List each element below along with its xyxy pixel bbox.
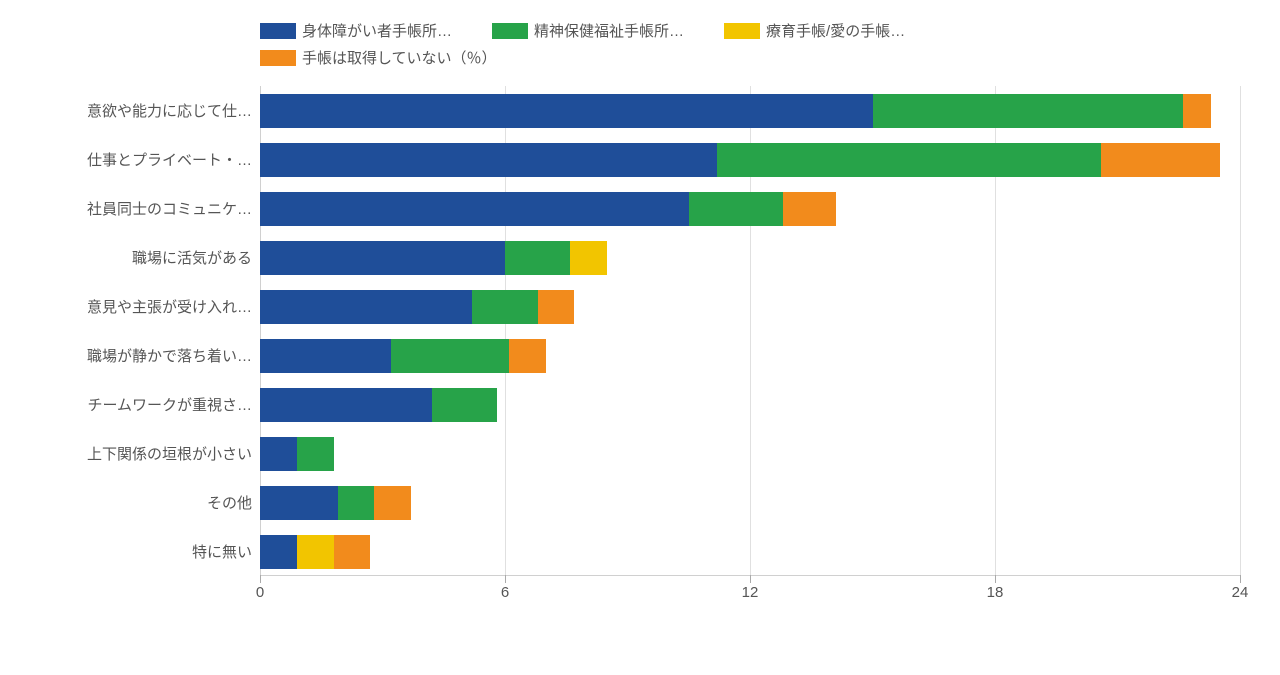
bar-segment[interactable] [689, 192, 783, 226]
bar-row [260, 135, 1240, 184]
bar-segment[interactable] [260, 437, 297, 471]
chart-container: 身体障がい者手帳所… 精神保健福祉手帳所… 療育手帳/愛の手帳… 手帳は取得していない… [20, 20, 1260, 655]
legend-item[interactable]: 手帳は取得していない（％） [260, 47, 497, 68]
legend-swatch [724, 23, 760, 39]
bar-row [260, 478, 1240, 527]
legend-swatch [492, 23, 528, 39]
plot-area [260, 86, 1240, 576]
y-tick-label: 職場が静かで落ち着い… [20, 331, 252, 380]
bar-segment[interactable] [1101, 143, 1219, 177]
bar-segment[interactable] [1183, 94, 1212, 128]
y-axis-labels: 意欲や能力に応じて仕…仕事とプライベート・…社員同士のコミュニケ…職場に活気があ… [20, 86, 252, 576]
x-axis: 06121824 [260, 576, 1240, 606]
legend-swatch [260, 50, 296, 66]
legend-item[interactable]: 身体障がい者手帳所… [260, 20, 452, 41]
bar-group [260, 192, 836, 226]
bar-row [260, 380, 1240, 429]
bar-segment[interactable] [432, 388, 497, 422]
bar-row [260, 233, 1240, 282]
bar-segment[interactable] [297, 437, 334, 471]
legend: 身体障がい者手帳所… 精神保健福祉手帳所… 療育手帳/愛の手帳… 手帳は取得していない… [260, 20, 1260, 74]
bar-segment[interactable] [260, 192, 689, 226]
bar-row [260, 86, 1240, 135]
bar-group [260, 486, 411, 520]
gridline [1240, 86, 1241, 575]
bar-row [260, 429, 1240, 478]
bar-segment[interactable] [260, 143, 717, 177]
bar-row [260, 282, 1240, 331]
bar-group [260, 388, 497, 422]
bar-segment[interactable] [260, 94, 873, 128]
bar-segment[interactable] [873, 94, 1183, 128]
bar-segment[interactable] [505, 241, 570, 275]
y-tick-label: 社員同士のコミュニケ… [20, 184, 252, 233]
bar-group [260, 437, 334, 471]
bar-group [260, 535, 370, 569]
y-tick-label: 意見や主張が受け入れ… [20, 282, 252, 331]
bar-segment[interactable] [509, 339, 546, 373]
y-tick-label: 上下関係の垣根が小さい [20, 429, 252, 478]
x-tick-label: 12 [742, 584, 759, 601]
bar-group [260, 290, 574, 324]
legend-item[interactable]: 療育手帳/愛の手帳… [724, 20, 905, 41]
bar-segment[interactable] [391, 339, 509, 373]
bar-segment[interactable] [260, 290, 472, 324]
y-tick-label: 仕事とプライベート・… [20, 135, 252, 184]
legend-label: 身体障がい者手帳所… [302, 20, 452, 41]
legend-item[interactable]: 精神保健福祉手帳所… [492, 20, 684, 41]
x-tick-label: 18 [987, 584, 1004, 601]
x-tick-label: 6 [501, 584, 509, 601]
legend-label: 療育手帳/愛の手帳… [766, 20, 905, 41]
bar-group [260, 143, 1220, 177]
bar-segment[interactable] [783, 192, 836, 226]
bar-segment[interactable] [472, 290, 537, 324]
bar-row [260, 184, 1240, 233]
y-tick-label: 職場に活気がある [20, 233, 252, 282]
legend-label: 手帳は取得していない（％） [302, 47, 497, 68]
bar-segment[interactable] [260, 241, 505, 275]
legend-swatch [260, 23, 296, 39]
bar-row [260, 527, 1240, 576]
bar-segment[interactable] [260, 339, 391, 373]
bar-segment[interactable] [260, 535, 297, 569]
y-tick-label: チームワークが重視さ… [20, 380, 252, 429]
bar-group [260, 339, 546, 373]
y-tick-label: 意欲や能力に応じて仕… [20, 86, 252, 135]
y-tick-label: その他 [20, 478, 252, 527]
bar-group [260, 241, 607, 275]
bar-segment[interactable] [260, 388, 432, 422]
x-tick-label: 0 [256, 584, 264, 601]
legend-label: 精神保健福祉手帳所… [534, 20, 684, 41]
x-tick [1240, 575, 1241, 583]
bar-segment[interactable] [570, 241, 607, 275]
bar-segment[interactable] [538, 290, 575, 324]
bar-segment[interactable] [297, 535, 334, 569]
x-tick-label: 24 [1232, 584, 1249, 601]
bar-segment[interactable] [260, 486, 338, 520]
bar-segment[interactable] [338, 486, 375, 520]
bar-segment[interactable] [374, 486, 411, 520]
bar-group [260, 94, 1211, 128]
bar-row [260, 331, 1240, 380]
bar-segment[interactable] [717, 143, 1101, 177]
y-tick-label: 特に無い [20, 527, 252, 576]
bar-segment[interactable] [334, 535, 371, 569]
